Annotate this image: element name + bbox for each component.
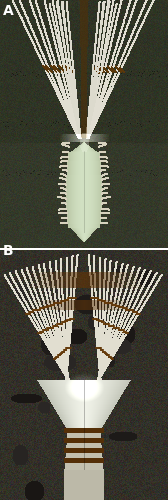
Text: A: A — [3, 4, 14, 18]
Text: B: B — [3, 244, 14, 258]
